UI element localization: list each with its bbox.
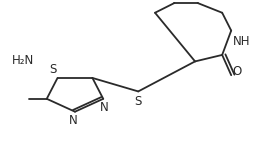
Text: S: S <box>49 63 56 76</box>
Text: O: O <box>233 66 242 78</box>
Text: H₂N: H₂N <box>12 54 34 67</box>
Text: N: N <box>100 101 109 114</box>
Text: N: N <box>69 114 78 127</box>
Text: S: S <box>135 95 142 108</box>
Text: NH: NH <box>233 35 250 49</box>
